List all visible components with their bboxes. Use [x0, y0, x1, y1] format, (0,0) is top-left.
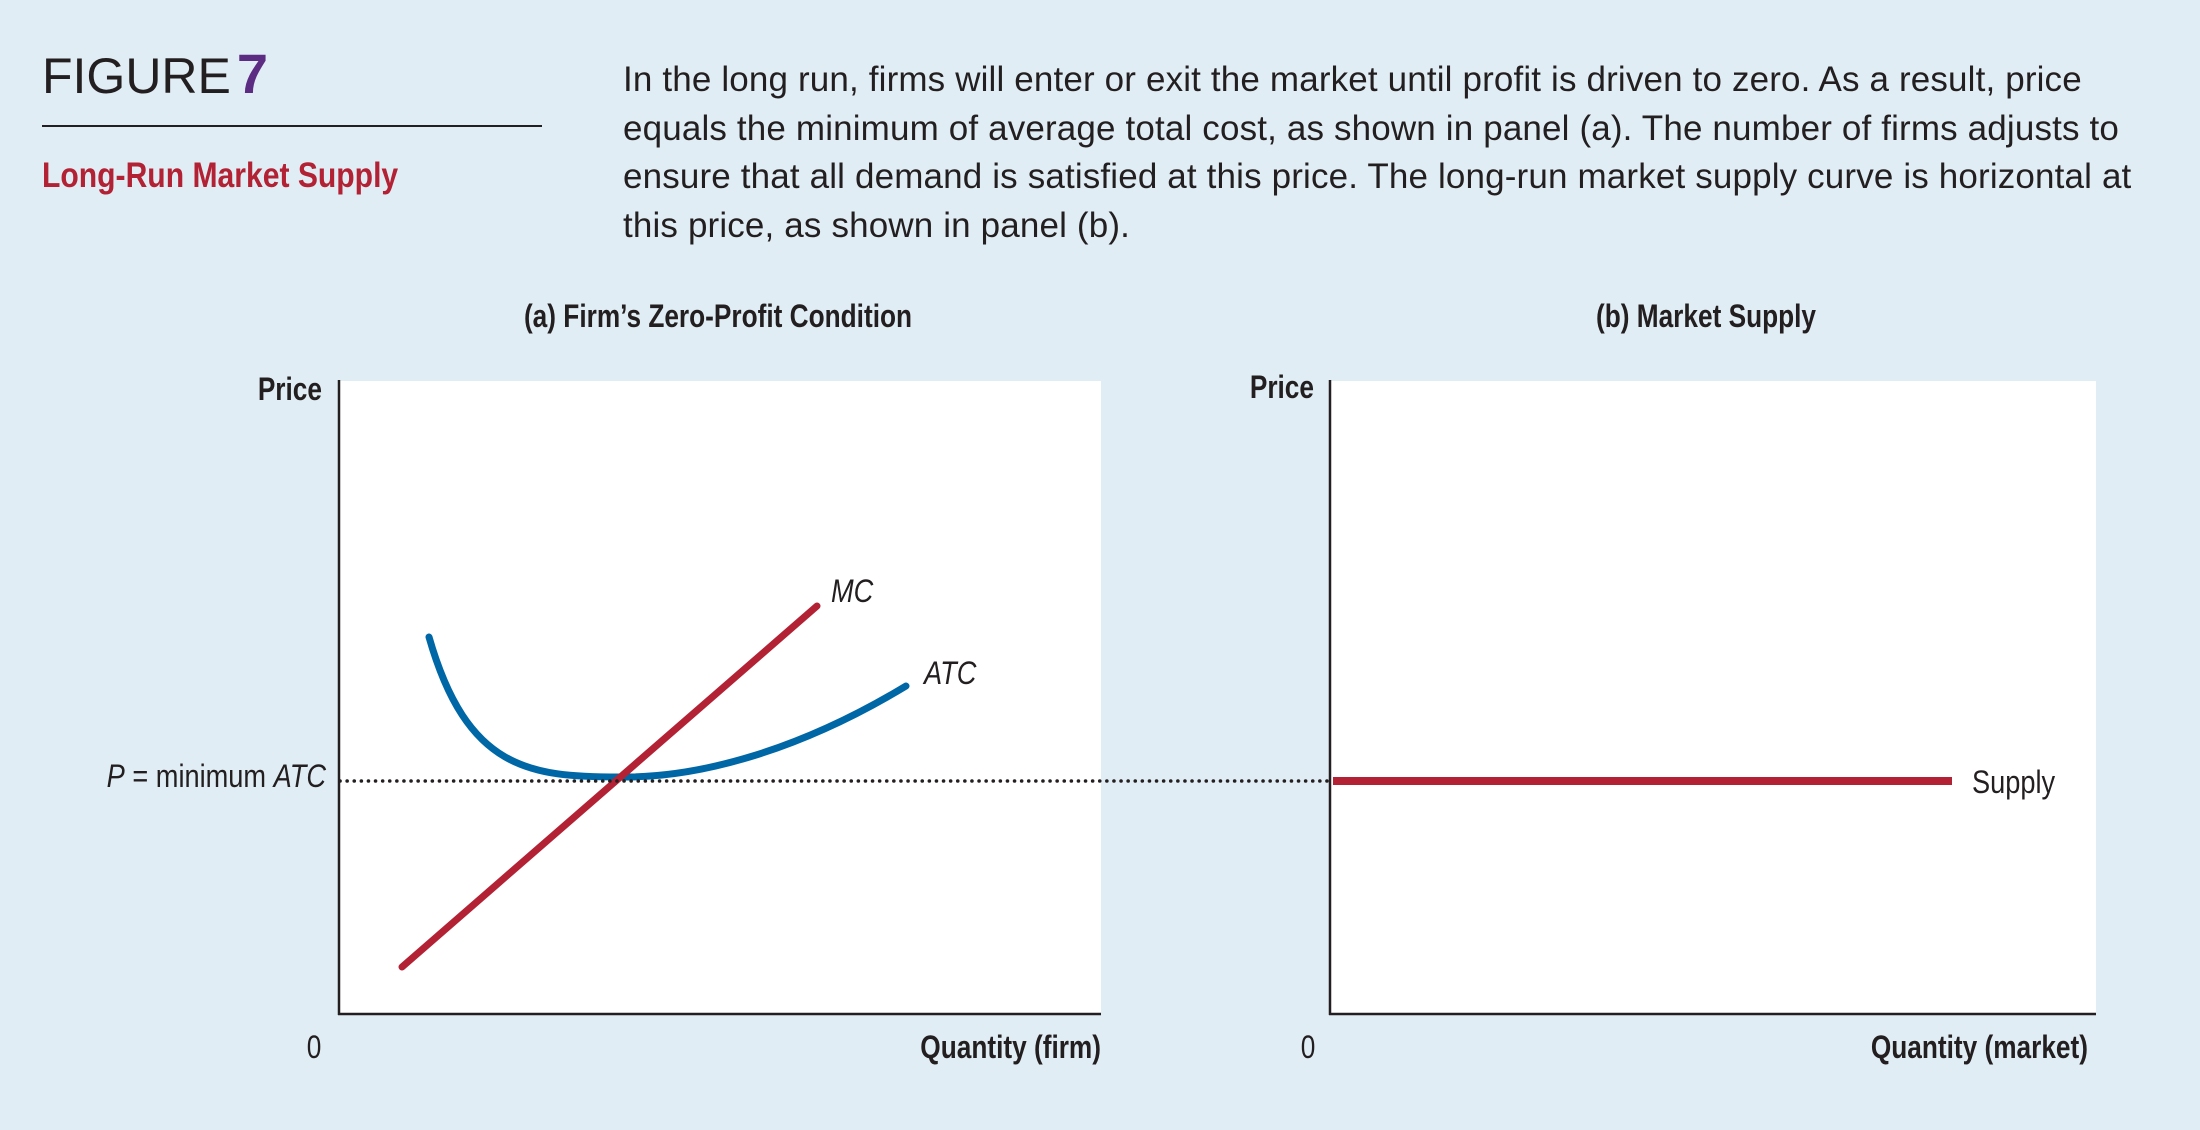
panel-b-title: (b) Market Supply [1596, 300, 1817, 335]
supply-curve-label: Supply [1972, 765, 2055, 801]
price-label-eq: = minimum [125, 759, 274, 795]
panel-a-x-label: Quantity (firm) [920, 1031, 1101, 1066]
panel-b: (b) Market Supply Price Quantity (market… [1250, 300, 2096, 1066]
figure-number: 7 [236, 42, 269, 105]
panel-b-y-label: Price [1250, 371, 1314, 406]
figure-rule [42, 125, 542, 127]
panel-a-title: (a) Firm’s Zero-Profit Condition [524, 300, 912, 335]
figure-title: Long-Run Market Supply [42, 156, 399, 195]
panel-a: (a) Firm’s Zero-Profit Condition Price Q… [107, 300, 1101, 1066]
mc-curve-label: MC [831, 574, 874, 610]
figure-heading: FIGURE 7 [42, 46, 268, 102]
panel-b-plot-area [1330, 381, 2096, 1014]
price-level-label: P = minimum ATC [107, 759, 327, 795]
mc-curve [398, 602, 821, 971]
panel-a-origin-label: 0 [307, 1031, 322, 1066]
figure-label: FIGURE [42, 48, 231, 104]
panel-b-x-label: Quantity (market) [1871, 1031, 2088, 1066]
panel-b-origin-label: 0 [1301, 1031, 1316, 1066]
figure-caption: In the long run, firms will enter or exi… [623, 60, 2132, 245]
panel-a-y-label: Price [258, 373, 322, 408]
atc-curve-label: ATC [922, 656, 977, 692]
price-label-p: P [107, 759, 125, 795]
price-label-atc: ATC [272, 759, 327, 795]
